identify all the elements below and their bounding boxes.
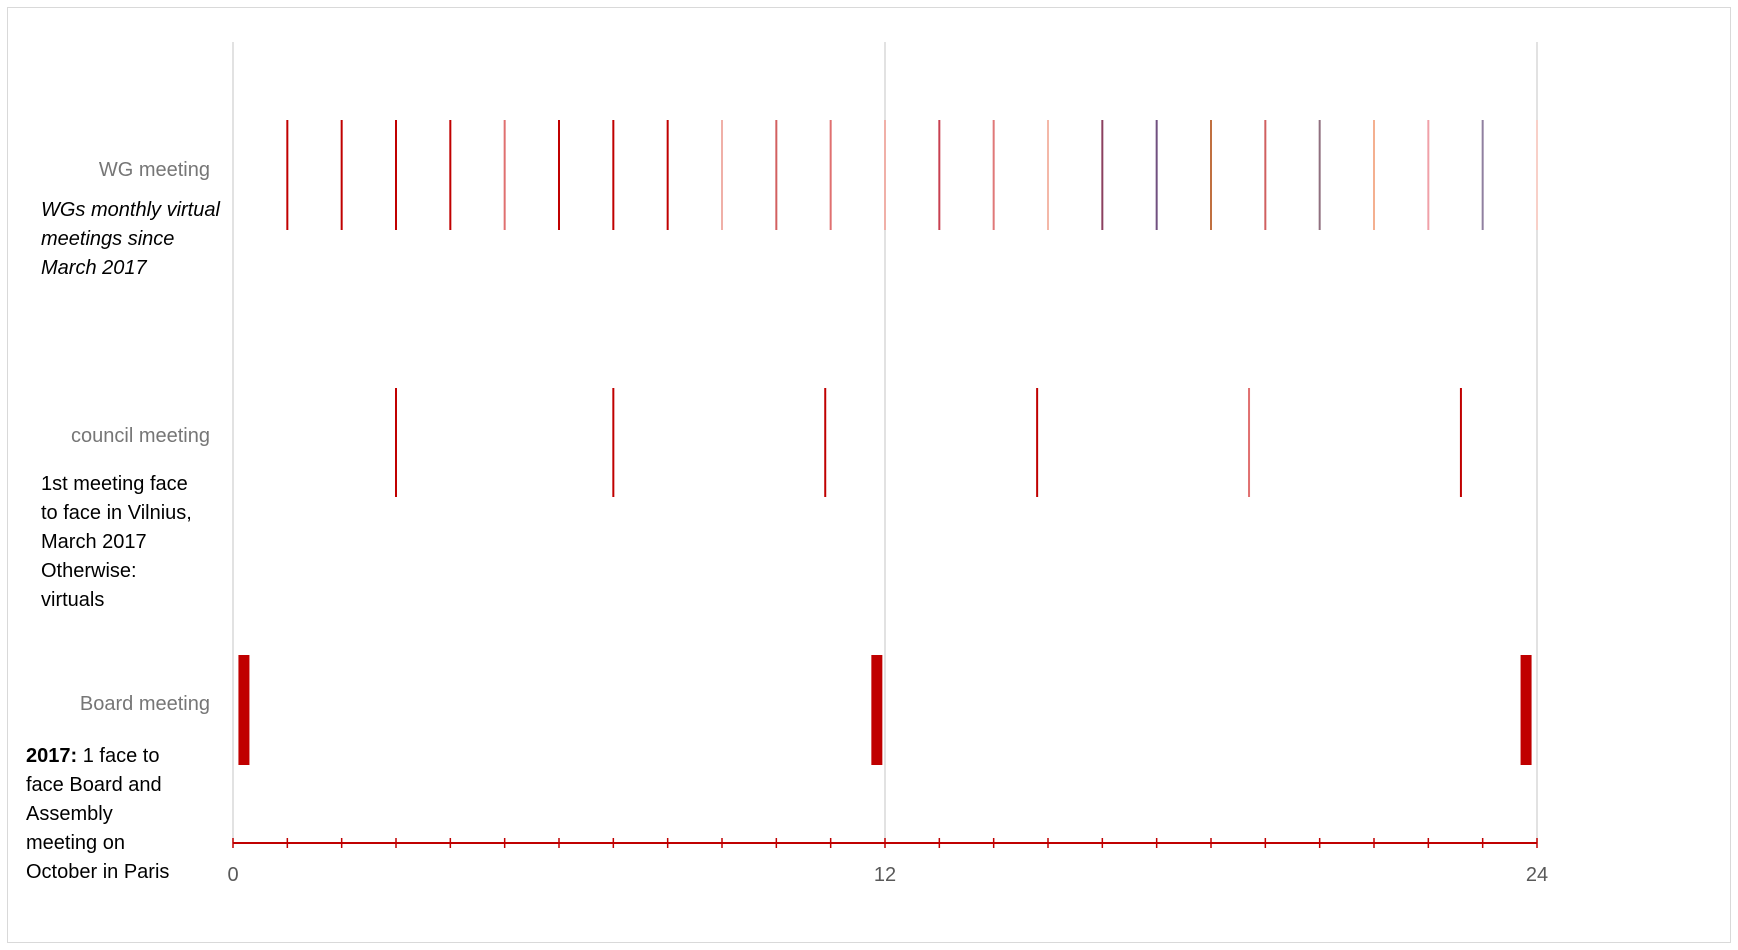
council-note-line: to face in Vilnius, [41, 502, 192, 524]
x-tick-label: 24 [1526, 864, 1548, 886]
council-note-line: March 2017 [41, 531, 147, 553]
council-note-line: virtuals [41, 589, 105, 611]
council-note-line: 1st meeting face [41, 473, 188, 495]
x-tick-label: 0 [227, 864, 238, 886]
board-note-text: 1 face to [82, 745, 160, 767]
category-label: council meeting [71, 425, 210, 447]
wg-note: WGs monthly virtual meetings since March… [41, 199, 220, 279]
board-note-line: October in Paris [26, 861, 170, 883]
category-label: WG meeting [99, 159, 210, 181]
category-label: Board meeting [80, 693, 210, 715]
board-note-line: face Board and [26, 774, 162, 796]
board-note-line: 2017: 1 face to [26, 742, 196, 771]
x-tick-label: 12 [874, 864, 896, 886]
board-note-line: meeting on [26, 832, 125, 854]
x-axis: 0 12 24 [227, 838, 1548, 886]
board-meeting-mark [1520, 655, 1532, 765]
council-note: 1st meeting face to face in Vilnius, Mar… [41, 470, 226, 615]
board-note-line: Assembly [26, 803, 113, 825]
chart-frame [7, 7, 1731, 943]
board-note: 2017: 1 face to face Board and Assembly … [26, 742, 196, 887]
board-note-year: 2017: [26, 745, 78, 767]
council-note-line: Otherwise: [41, 560, 137, 582]
event-marks [238, 120, 1538, 765]
board-meeting-mark [871, 655, 883, 765]
board-meeting-mark [238, 655, 250, 765]
category-labels: WG meeting council meeting Board meeting [71, 159, 210, 715]
